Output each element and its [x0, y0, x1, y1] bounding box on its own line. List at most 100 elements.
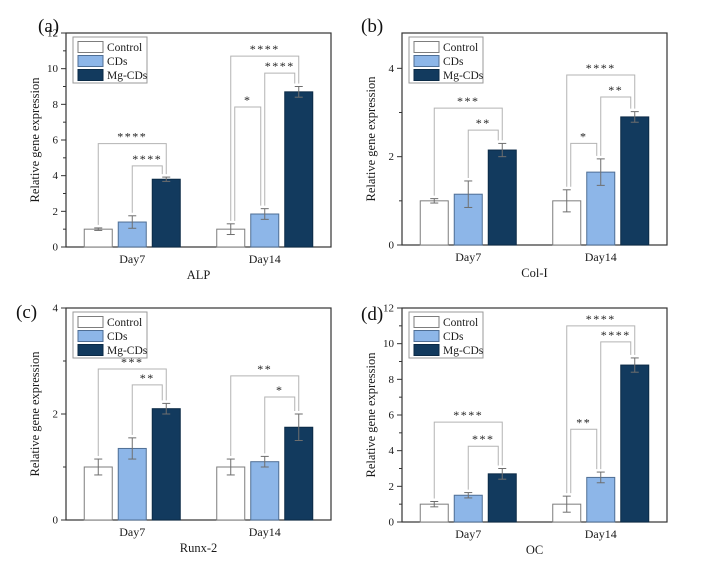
significance-stars: *** [472, 432, 495, 446]
significance-stars: * [580, 129, 588, 143]
y-tick-label: 4 [53, 170, 59, 182]
y-tick-label: 0 [389, 240, 395, 252]
significance-stars: **** [586, 312, 616, 326]
y-tick-label: 0 [53, 515, 59, 527]
x-tick-label: Day7 [119, 252, 145, 266]
significance-stars: **** [453, 408, 483, 422]
significance-bracket [433, 421, 503, 499]
y-tick-label: 2 [53, 206, 59, 218]
bar-mg-cds-day14 [284, 91, 314, 248]
panel-label-c: (c) [16, 302, 38, 323]
panel-d-oc: (d) 0 2 4 6 8 10 12 Relative gene expression ***… [360, 285, 720, 569]
panel-label-a: (a) [38, 16, 60, 37]
significance-bracket [234, 106, 262, 221]
bar-cds-day14 [250, 461, 280, 521]
x-tick-label: Day14 [585, 527, 617, 541]
significance-bracket [97, 368, 167, 457]
legend-label-cds: CDs [107, 56, 128, 68]
y-tick-label: 12 [383, 303, 394, 315]
significance-stars: *** [457, 94, 480, 108]
significance-stars: **** [601, 328, 631, 342]
x-tick-label: Day14 [249, 525, 281, 539]
panel-label-b: (b) [361, 16, 384, 37]
significance-stars: **** [132, 152, 162, 166]
legend-label-cds: CDs [443, 331, 464, 343]
bar-cds-day7 [117, 447, 147, 521]
y-tick-label: 10 [383, 338, 395, 350]
plot-frame [401, 32, 668, 246]
significance-stars: **** [586, 61, 616, 75]
legend-swatch-mg-cds [413, 344, 440, 356]
bar-control-day7 [83, 466, 113, 521]
x-axis-title: OC [526, 543, 543, 557]
significance-bracket [264, 396, 296, 454]
significance-bracket [570, 142, 598, 187]
significance-stars: ** [140, 371, 155, 385]
bar-mg-cds-day14 [620, 364, 650, 523]
significance-bracket [570, 428, 598, 494]
y-axis-title: Relative gene expression [28, 351, 42, 477]
x-tick-label: Day14 [585, 250, 617, 264]
bar-mg-cds-day7 [151, 408, 181, 521]
significance-stars: ** [608, 83, 623, 97]
legend-swatch-mg-cds [77, 344, 104, 356]
legend-label-control: Control [443, 42, 478, 54]
y-tick-label: 2 [389, 151, 395, 163]
significance-stars: ** [476, 116, 491, 130]
significance-bracket [230, 55, 300, 221]
x-tick-label: Day7 [455, 250, 481, 264]
y-tick-label: 0 [389, 517, 395, 529]
legend-label-control: Control [443, 317, 478, 329]
significance-stars: * [276, 383, 284, 397]
bar-mg-cds-day7 [151, 178, 181, 248]
legend-swatch-mg-cds [413, 69, 440, 81]
significance-bracket [600, 96, 632, 156]
y-tick-label: 6 [389, 410, 395, 422]
legend-label-mg-cds: Mg-CDs [443, 345, 484, 357]
legend-swatch-cds [77, 55, 104, 67]
legend-swatch-control [77, 316, 104, 328]
bar-control-day7 [419, 200, 449, 246]
y-tick-label: 4 [389, 63, 395, 75]
y-tick-label: 12 [47, 28, 58, 40]
x-tick-label: Day7 [119, 525, 145, 539]
significance-bracket [97, 143, 167, 225]
significance-stars: ** [257, 362, 272, 376]
y-tick-label: 8 [53, 99, 59, 111]
bar-cds-day14 [586, 476, 616, 523]
significance-stars: ** [576, 415, 591, 429]
y-tick-label: 6 [53, 135, 59, 147]
y-tick-label: 4 [389, 445, 395, 457]
y-axis-title: Relative gene expression [364, 352, 378, 478]
y-axis-title: Relative gene expression [364, 76, 378, 202]
legend-label-mg-cds: Mg-CDs [107, 70, 148, 82]
x-tick-label: Day14 [249, 252, 281, 266]
significance-bracket [467, 129, 499, 178]
y-tick-label: 0 [53, 242, 59, 254]
legend-swatch-cds [77, 330, 104, 342]
significance-stars: **** [117, 130, 147, 144]
significance-stars: **** [265, 59, 295, 73]
significance-bracket [566, 325, 636, 494]
legend-label-mg-cds: Mg-CDs [107, 345, 148, 357]
significance-bracket [264, 72, 296, 206]
significance-bracket [566, 74, 636, 187]
legend-swatch-mg-cds [77, 69, 104, 81]
panel-b-col1: (b) 0 2 4 Relative gene expression *** ** ****… [360, 0, 720, 285]
significance-bracket [131, 165, 163, 213]
significance-bracket [467, 445, 499, 490]
y-tick-label: 8 [389, 374, 395, 386]
y-tick-label: 2 [53, 409, 59, 421]
bar-mg-cds-day7 [487, 149, 517, 246]
legend-label-control: Control [107, 42, 142, 54]
legend-swatch-cds [413, 330, 440, 342]
bar-mg-cds-day14 [284, 426, 314, 521]
significance-stars: **** [250, 42, 280, 56]
significance-stars: * [244, 93, 252, 107]
significance-bracket [131, 384, 163, 435]
bar-control-day7 [83, 228, 113, 248]
